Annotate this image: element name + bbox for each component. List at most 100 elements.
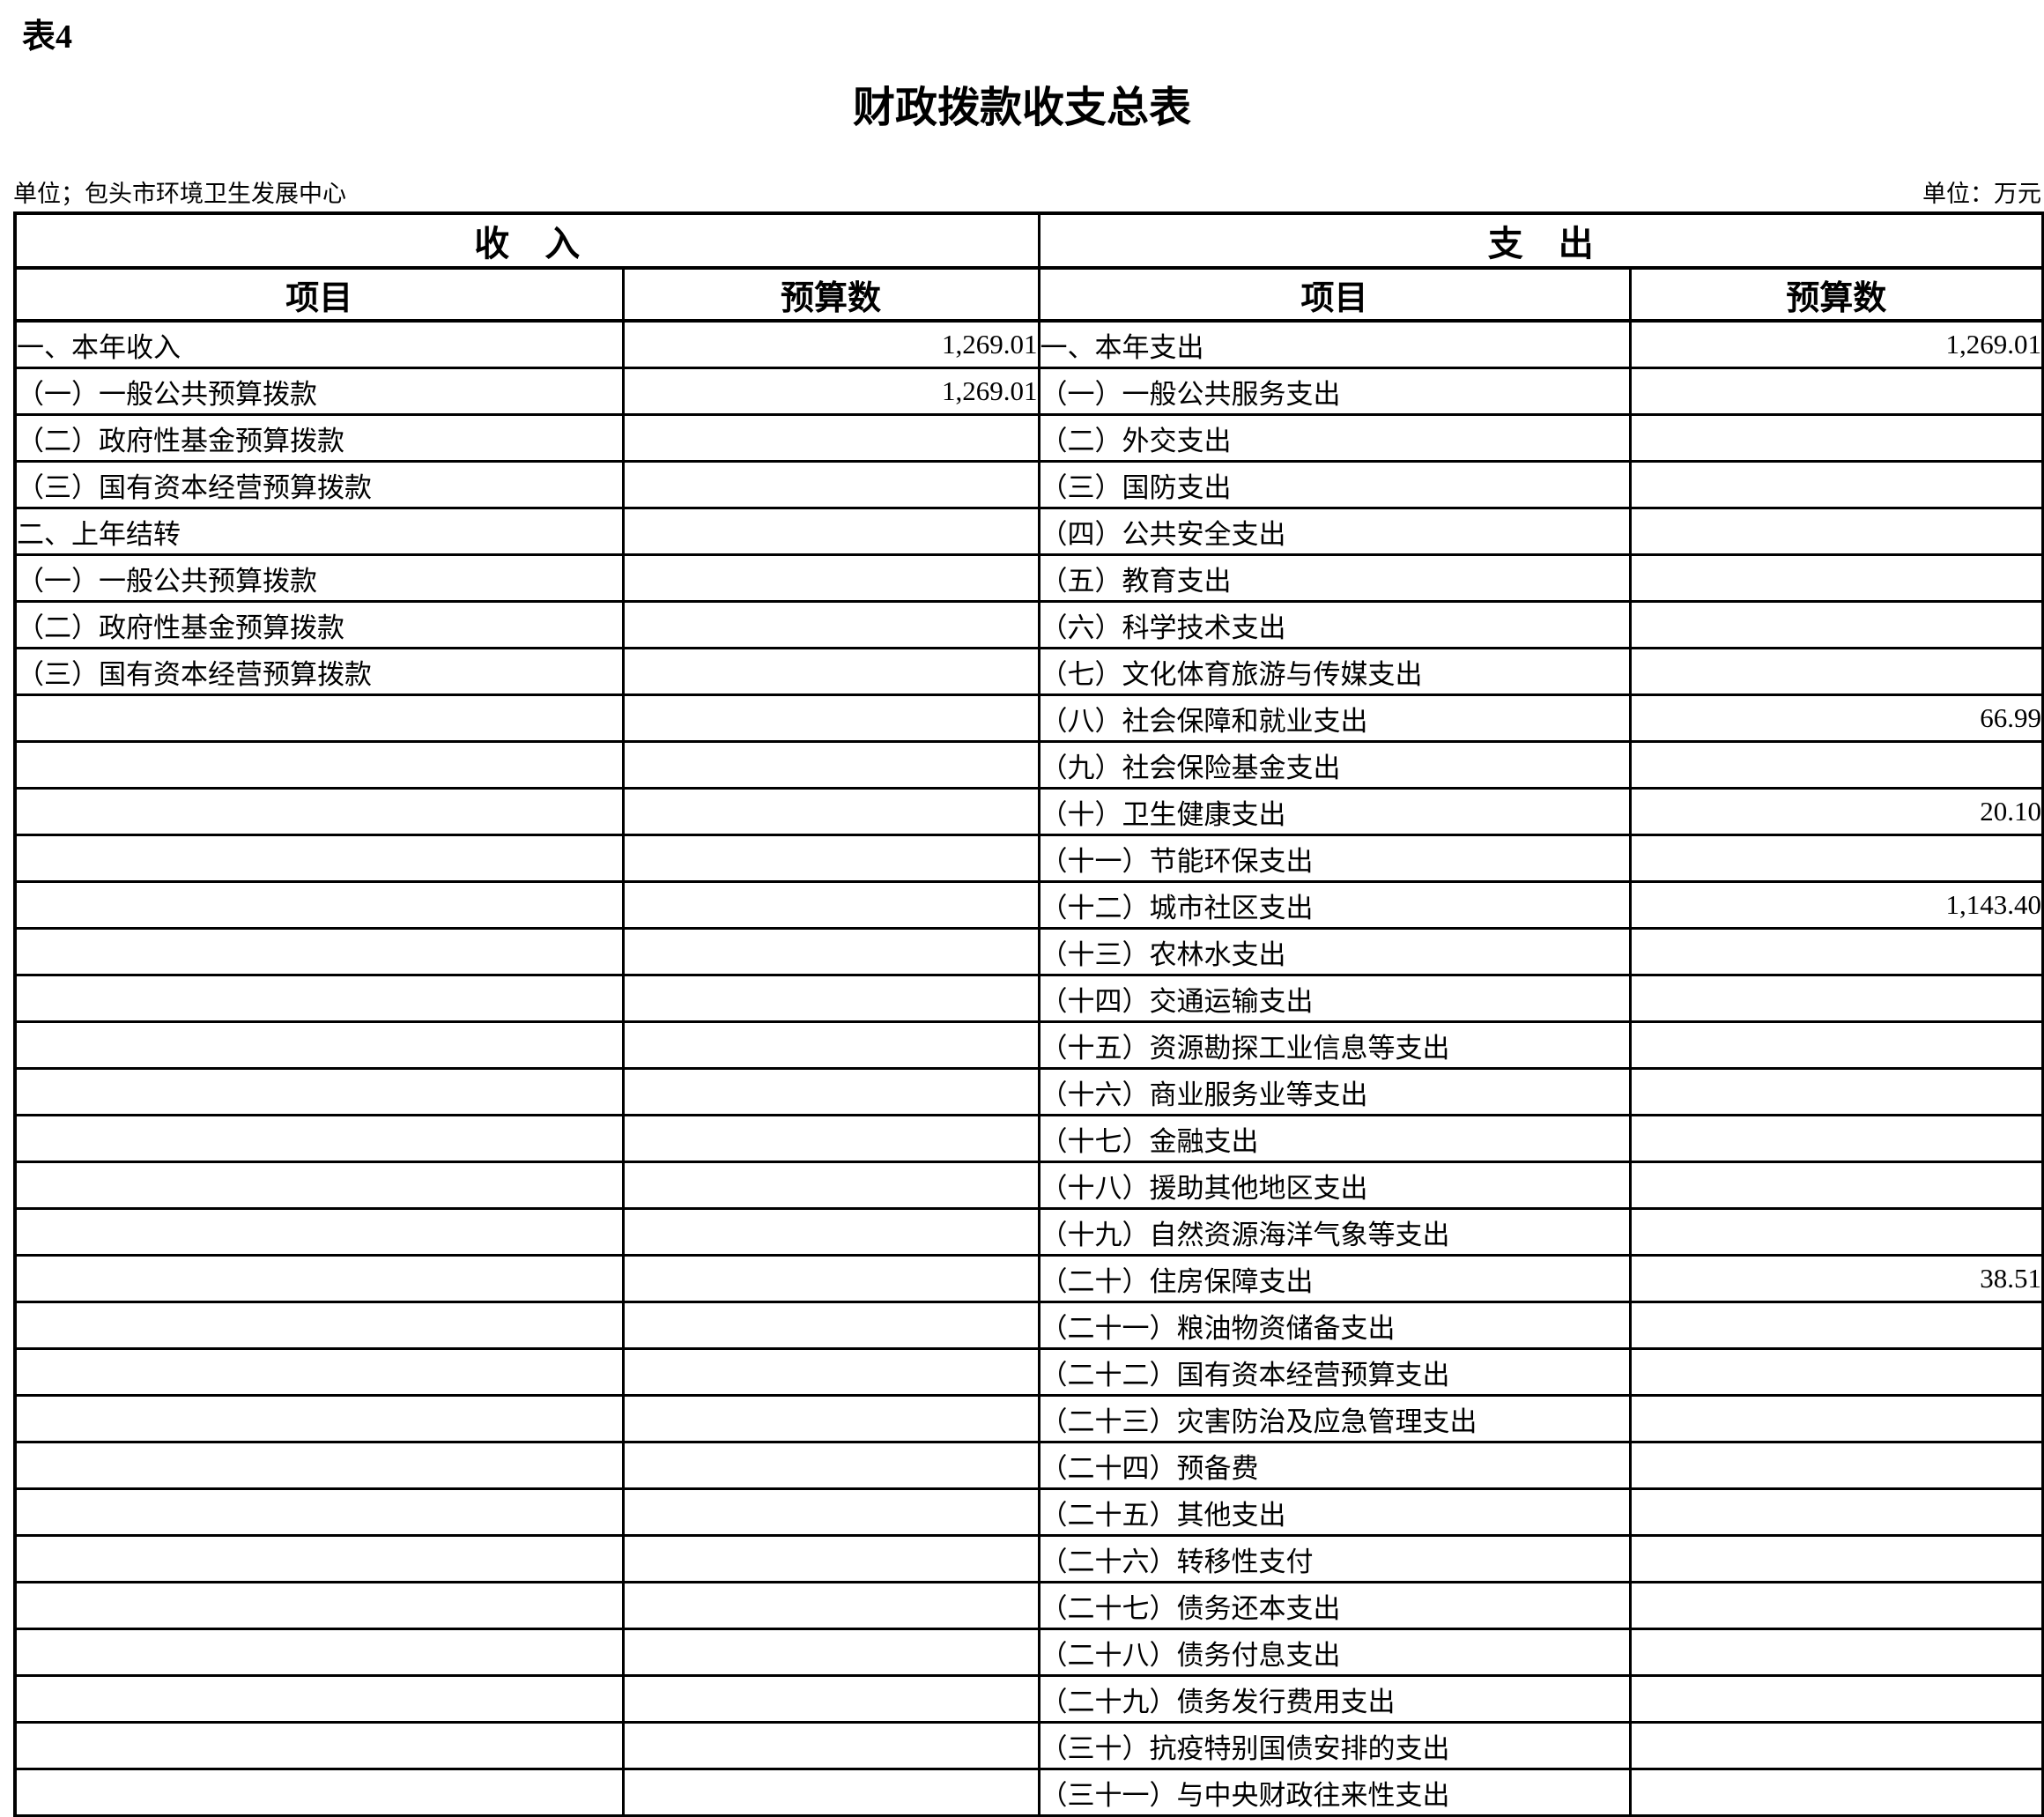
income-item-cell: （一）一般公共预算拨款: [13, 367, 625, 416]
table-row: （二十三）灾害防治及应急管理支出: [13, 1394, 2044, 1443]
income-value-cell: [621, 507, 1041, 556]
expense-item-cell: （二十二）国有资本经营预算支出: [1037, 1347, 1632, 1397]
income-item-cell: （一）一般公共预算拨款: [13, 553, 625, 603]
expense-value-cell: [1628, 974, 2044, 1023]
income-value-cell: [621, 1814, 1041, 1817]
expense-item-cell: （十八）援助其他地区支出: [1037, 1161, 1632, 1210]
table-row: （二）政府性基金预算拨款 （六）科学技术支出: [13, 600, 2044, 649]
income-item-cell: [13, 1674, 625, 1724]
income-value-cell: [621, 693, 1041, 743]
expense-item-cell: （三十）抗疫特别国债安排的支出: [1037, 1721, 1632, 1770]
income-value-cell: [621, 1441, 1041, 1490]
table-row: （二十二）国有资本经营预算支出: [13, 1347, 2044, 1397]
income-item-cell: [13, 1534, 625, 1583]
table-row: （一）一般公共预算拨款 1,269.01 （一）一般公共服务支出: [13, 367, 2044, 416]
expense-item-cell: （二十三）灾害防治及应急管理支出: [1037, 1394, 1632, 1443]
income-item-cell: [13, 1814, 625, 1817]
income-value-cell: [621, 1394, 1041, 1443]
expense-item-cell: （十七）金融支出: [1037, 1114, 1632, 1163]
page-title: 财政拨款收支总表: [852, 85, 1191, 131]
expense-item-cell: （二十五）其他支出: [1037, 1487, 1632, 1537]
income-item-cell: [13, 1020, 625, 1070]
income-budget-column-header: 预算数: [621, 266, 1041, 323]
income-value-cell: [621, 834, 1041, 883]
income-item-cell: [13, 834, 625, 883]
income-value-cell: [621, 647, 1041, 696]
table-row: （二十八）债务付息支出: [13, 1628, 2044, 1677]
expense-item-cell: （三）国防支出: [1037, 460, 1632, 509]
expense-item-cell: （二十七）债务还本支出: [1037, 1581, 1632, 1630]
table-row: （十九）自然资源海洋气象等支出: [13, 1207, 2044, 1257]
table-header: 收 入 支 出 项目 预算数 项目 预算数: [13, 211, 2044, 323]
income-value-cell: [621, 1768, 1041, 1817]
income-item-cell: [13, 1721, 625, 1770]
income-value-cell: [621, 1020, 1041, 1070]
table-row: （二）政府性基金预算拨款 （二）外交支出: [13, 413, 2044, 463]
expense-budget-column-header: 预算数: [1628, 266, 2044, 323]
expense-section-header: 支 出: [1037, 211, 2044, 270]
expense-value-cell: [1628, 1347, 2044, 1397]
income-value-cell: [621, 1207, 1041, 1257]
income-item-cell: [13, 1628, 625, 1677]
expense-value-cell: [1628, 1674, 2044, 1724]
income-value-cell: [621, 1674, 1041, 1724]
expense-item-cell: 一、本年支出: [1037, 319, 1632, 369]
expense-value-cell: [1628, 1114, 2044, 1163]
expense-value-cell: [1628, 1207, 2044, 1257]
income-item-cell: （三）国有资本经营预算拨款: [13, 460, 625, 509]
expense-value-cell: [1628, 927, 2044, 976]
income-item-cell: [13, 927, 625, 976]
expense-item-cell: （二十九）债务发行费用支出: [1037, 1674, 1632, 1724]
table-row: （二十五）其他支出: [13, 1487, 2044, 1537]
expense-item-cell: （二十八）债务付息支出: [1037, 1628, 1632, 1677]
table-row: （十六）商业服务业等支出: [13, 1067, 2044, 1116]
income-value-cell: [621, 1254, 1041, 1303]
expense-item-cell: 二、年终结转结余: [1037, 1814, 1632, 1817]
expense-value-cell: [1628, 1487, 2044, 1537]
income-value-cell: 1,269.01: [621, 319, 1041, 369]
expense-value-cell: [1628, 1161, 2044, 1210]
table-row: （三十）抗疫特别国债安排的支出: [13, 1721, 2044, 1770]
expense-value-cell: 38.51: [1628, 1254, 2044, 1303]
income-item-cell: [13, 1347, 625, 1397]
expense-value-cell: [1628, 600, 2044, 649]
table-row: （十五）资源勘探工业信息等支出: [13, 1020, 2044, 1070]
income-item-cell: [13, 974, 625, 1023]
income-value-cell: 1,269.01: [621, 367, 1041, 416]
table-body: 一、本年收入 1,269.01 一、本年支出 1,269.01 （一）一般公共预算拨款 1…: [13, 319, 2044, 1817]
expense-item-cell: （二十）住房保障支出: [1037, 1254, 1632, 1303]
income-value-cell: [621, 1534, 1041, 1583]
expense-item-cell: （十六）商业服务业等支出: [1037, 1067, 1632, 1116]
income-item-cell: [13, 740, 625, 790]
income-value-cell: [621, 1721, 1041, 1770]
income-item-cell: [13, 1768, 625, 1817]
table-row: 二、年终结转结余: [13, 1814, 2044, 1817]
income-item-cell: [13, 1394, 625, 1443]
income-value-cell: [621, 880, 1041, 930]
income-item-cell: 一、本年收入: [13, 319, 625, 369]
income-value-cell: [621, 974, 1041, 1023]
expense-item-cell: （五）教育支出: [1037, 553, 1632, 603]
table-row: （二十四）预备费: [13, 1441, 2044, 1490]
income-value-cell: [621, 1114, 1041, 1163]
table-row: （十三）农林水支出: [13, 927, 2044, 976]
unit-left: 单位；包头市环境卫生发展中心: [13, 181, 346, 207]
expense-value-cell: [1628, 460, 2044, 509]
expense-item-cell: （九）社会保险基金支出: [1037, 740, 1632, 790]
expense-value-cell: 20.10: [1628, 787, 2044, 836]
expense-value-cell: [1628, 1301, 2044, 1350]
income-value-cell: [621, 600, 1041, 649]
table-row: （十一）节能环保支出: [13, 834, 2044, 883]
income-item-cell: [13, 1067, 625, 1116]
income-item-cell: [13, 1441, 625, 1490]
table-row: （十七）金融支出: [13, 1114, 2044, 1163]
table-row: 一、本年收入 1,269.01 一、本年支出 1,269.01: [13, 319, 2044, 369]
expense-item-cell: （二十一）粮油物资储备支出: [1037, 1301, 1632, 1350]
expense-item-cell: （十二）城市社区支出: [1037, 880, 1632, 930]
expense-item-cell: （二十六）转移性支付: [1037, 1534, 1632, 1583]
expense-value-cell: [1628, 1581, 2044, 1630]
income-value-cell: [621, 1487, 1041, 1537]
income-item-cell: 二、上年结转: [13, 507, 625, 556]
expense-value-cell: 1,269.01: [1628, 319, 2044, 369]
income-item-cell: [13, 1207, 625, 1257]
